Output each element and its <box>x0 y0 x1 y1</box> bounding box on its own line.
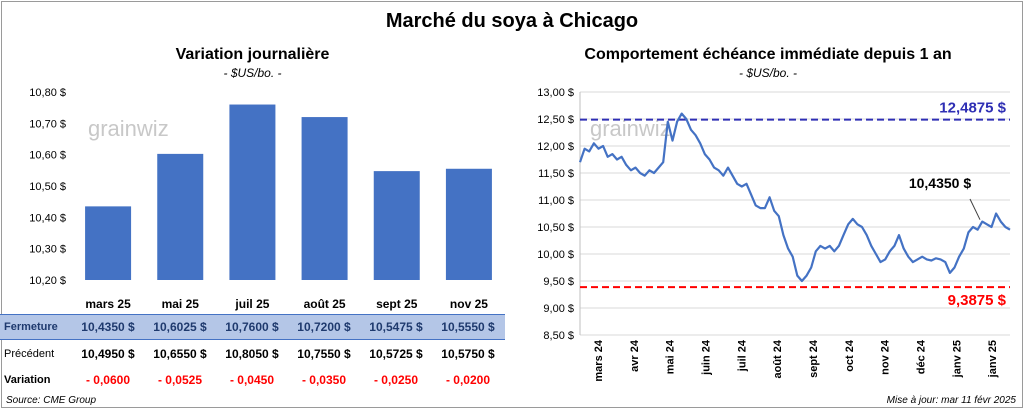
row-label: Fermeture <box>4 321 58 333</box>
bar <box>229 104 276 281</box>
y-tick-label: 10,40 $ <box>29 212 66 224</box>
x-tick-label: sept 24 <box>808 339 820 378</box>
left-chart-title: Variation journalière <box>175 46 330 63</box>
table-cell: 10,6025 $ <box>153 320 207 334</box>
update-note: Mise à jour: mar 11 févr 2025 <box>886 395 1016 406</box>
page-title: Marché du soya à Chicago <box>385 10 639 32</box>
reference-label: 12,4875 $ <box>939 100 1006 117</box>
table-cell: - 0,0350 <box>301 373 347 387</box>
y-tick-label: 10,50 $ <box>29 181 66 193</box>
table-cell: 10,4950 $ <box>81 347 135 361</box>
x-tick-label: sept 25 <box>376 297 418 311</box>
right-chart-title: Comportement échéance immédiate depuis 1… <box>584 46 952 63</box>
y-tick-label: 10,20 $ <box>29 275 66 287</box>
y-tick-label: 10,50 $ <box>537 222 574 234</box>
watermark: grainwiz <box>88 116 169 141</box>
y-tick-label: 13,00 $ <box>537 87 574 99</box>
right-chart-subtitle: - $US/bo. - <box>738 66 798 80</box>
table-cell: - 0,0200 <box>445 373 491 387</box>
x-tick-label: juil 24 <box>736 339 748 372</box>
y-tick-label: 10,60 $ <box>29 150 66 162</box>
annotation-pointer <box>969 198 981 220</box>
table-row-precedent: Précédent 10,4950 $ 10,6550 $ 10,8050 $ … <box>0 342 505 366</box>
annotation-label: 10,4350 $ <box>909 175 971 191</box>
bar <box>445 168 492 280</box>
row-label: Variation <box>4 374 51 386</box>
y-tick-label: 8,50 $ <box>543 330 574 342</box>
table-cell: 10,6550 $ <box>153 347 207 361</box>
table-cell: - 0,0525 <box>157 373 203 387</box>
table-cell: - 0,0600 <box>85 373 131 387</box>
y-tick-label: 10,30 $ <box>29 244 66 256</box>
x-tick-label: juil 25 <box>234 297 269 311</box>
x-tick-label: janv 25 <box>987 340 999 378</box>
table-cell: 10,7550 $ <box>297 347 351 361</box>
table-cell: 10,8050 $ <box>225 347 279 361</box>
table-cell: 10,4350 $ <box>81 320 135 334</box>
x-tick-label: nov 24 <box>880 339 892 375</box>
x-tick-label: août 24 <box>772 339 784 378</box>
x-tick-label: oct 24 <box>844 339 856 372</box>
y-tick-label: 10,80 $ <box>29 87 66 99</box>
table-cell: 10,5475 $ <box>369 320 423 334</box>
x-tick-label: mars 25 <box>85 297 131 311</box>
y-tick-label: 9,50 $ <box>543 276 574 288</box>
table-row-fermeture: Fermeture 10,4350 $ 10,6025 $ 10,7600 $ … <box>0 314 505 340</box>
bar <box>301 117 348 280</box>
bar <box>373 171 420 280</box>
x-tick-label: déc 24 <box>915 339 927 374</box>
table-cell: 10,5750 $ <box>441 347 495 361</box>
bar <box>157 153 204 280</box>
table-cell: 10,7200 $ <box>297 320 351 334</box>
series-line <box>578 112 1011 283</box>
table-cell: 10,7600 $ <box>225 320 279 334</box>
table-row-variation: Variation - 0,0600 - 0,0525 - 0,0450 - 0… <box>0 368 505 392</box>
x-tick-label: janv 25 <box>951 340 963 378</box>
x-tick-label: nov 25 <box>450 297 488 311</box>
table-cell: - 0,0250 <box>373 373 419 387</box>
bar-chart: 10,20 $ 10,30 $ 10,40 $ 10,50 $ 10,60 $ 10,70… <box>29 87 492 311</box>
y-tick-label: 10,00 $ <box>537 249 574 261</box>
x-tick-label: mai 25 <box>162 297 200 311</box>
x-tick-label: mars 24 <box>593 339 605 381</box>
bar <box>85 206 132 280</box>
table-cell: - 0,0450 <box>229 373 275 387</box>
left-chart-subtitle: - $US/bo. - <box>223 66 282 80</box>
line-chart: 8,50 $ 9,00 $ 9,50 $ 10,00 $ 10,50 $ 11,00 $ 1… <box>537 87 1011 382</box>
x-tick-label: juin 24 <box>700 339 712 376</box>
table-cell: 10,5725 $ <box>369 347 423 361</box>
y-tick-label: 11,50 $ <box>538 168 574 180</box>
table-cell: 10,5550 $ <box>441 320 495 334</box>
y-tick-label: 10,70 $ <box>29 118 66 130</box>
x-tick-label: août 25 <box>304 297 346 311</box>
x-tick-label: avr 24 <box>629 339 641 372</box>
reference-label: 9,3875 $ <box>948 292 1007 309</box>
y-tick-label: 11,00 $ <box>538 195 574 207</box>
x-tick-label: mai 24 <box>665 339 677 374</box>
y-tick-label: 12,00 $ <box>537 141 574 153</box>
source-note: Source: CME Group <box>6 395 97 406</box>
row-label: Précédent <box>4 348 55 360</box>
y-tick-label: 12,50 $ <box>537 114 574 126</box>
y-tick-label: 9,00 $ <box>543 303 574 315</box>
